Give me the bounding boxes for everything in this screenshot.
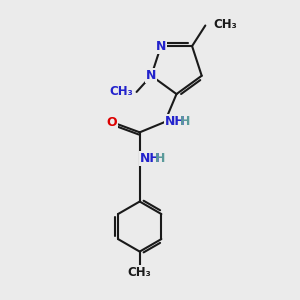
Text: O: O [106, 116, 117, 128]
Text: CH₃: CH₃ [214, 17, 237, 31]
Text: H: H [180, 115, 190, 128]
Text: NH: NH [165, 115, 186, 128]
Text: CH₃: CH₃ [128, 266, 152, 279]
Text: NH: NH [140, 152, 161, 165]
Text: H: H [155, 152, 165, 165]
Text: N: N [156, 40, 166, 52]
Text: N: N [146, 69, 157, 82]
Text: CH₃: CH₃ [109, 85, 133, 98]
